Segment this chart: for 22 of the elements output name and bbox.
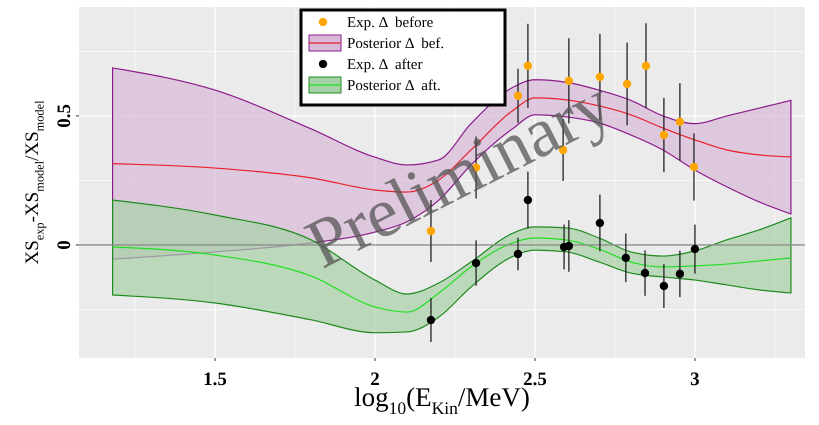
point [642,62,650,70]
legend-label: Exp. Δ before [347,15,434,31]
point [524,62,532,70]
legend-label: Posterior Δ aft. [347,78,441,94]
point [690,244,700,254]
y-tick-label: 0.5 [54,104,75,128]
legend-label: Exp. Δ after [347,57,422,73]
point [640,268,650,278]
point [660,130,668,140]
point [676,118,684,126]
point [596,72,604,82]
x-tick-label: 3 [690,369,700,390]
point [564,76,574,85]
point [690,162,698,172]
point [622,80,632,88]
point [426,316,436,324]
x-tick-label: 1.5 [203,369,227,390]
point [660,282,668,290]
legend-label: Posterior Δ bef. [347,36,444,52]
point [622,254,630,262]
y-tick-label: 0 [54,240,75,250]
point [676,270,684,278]
